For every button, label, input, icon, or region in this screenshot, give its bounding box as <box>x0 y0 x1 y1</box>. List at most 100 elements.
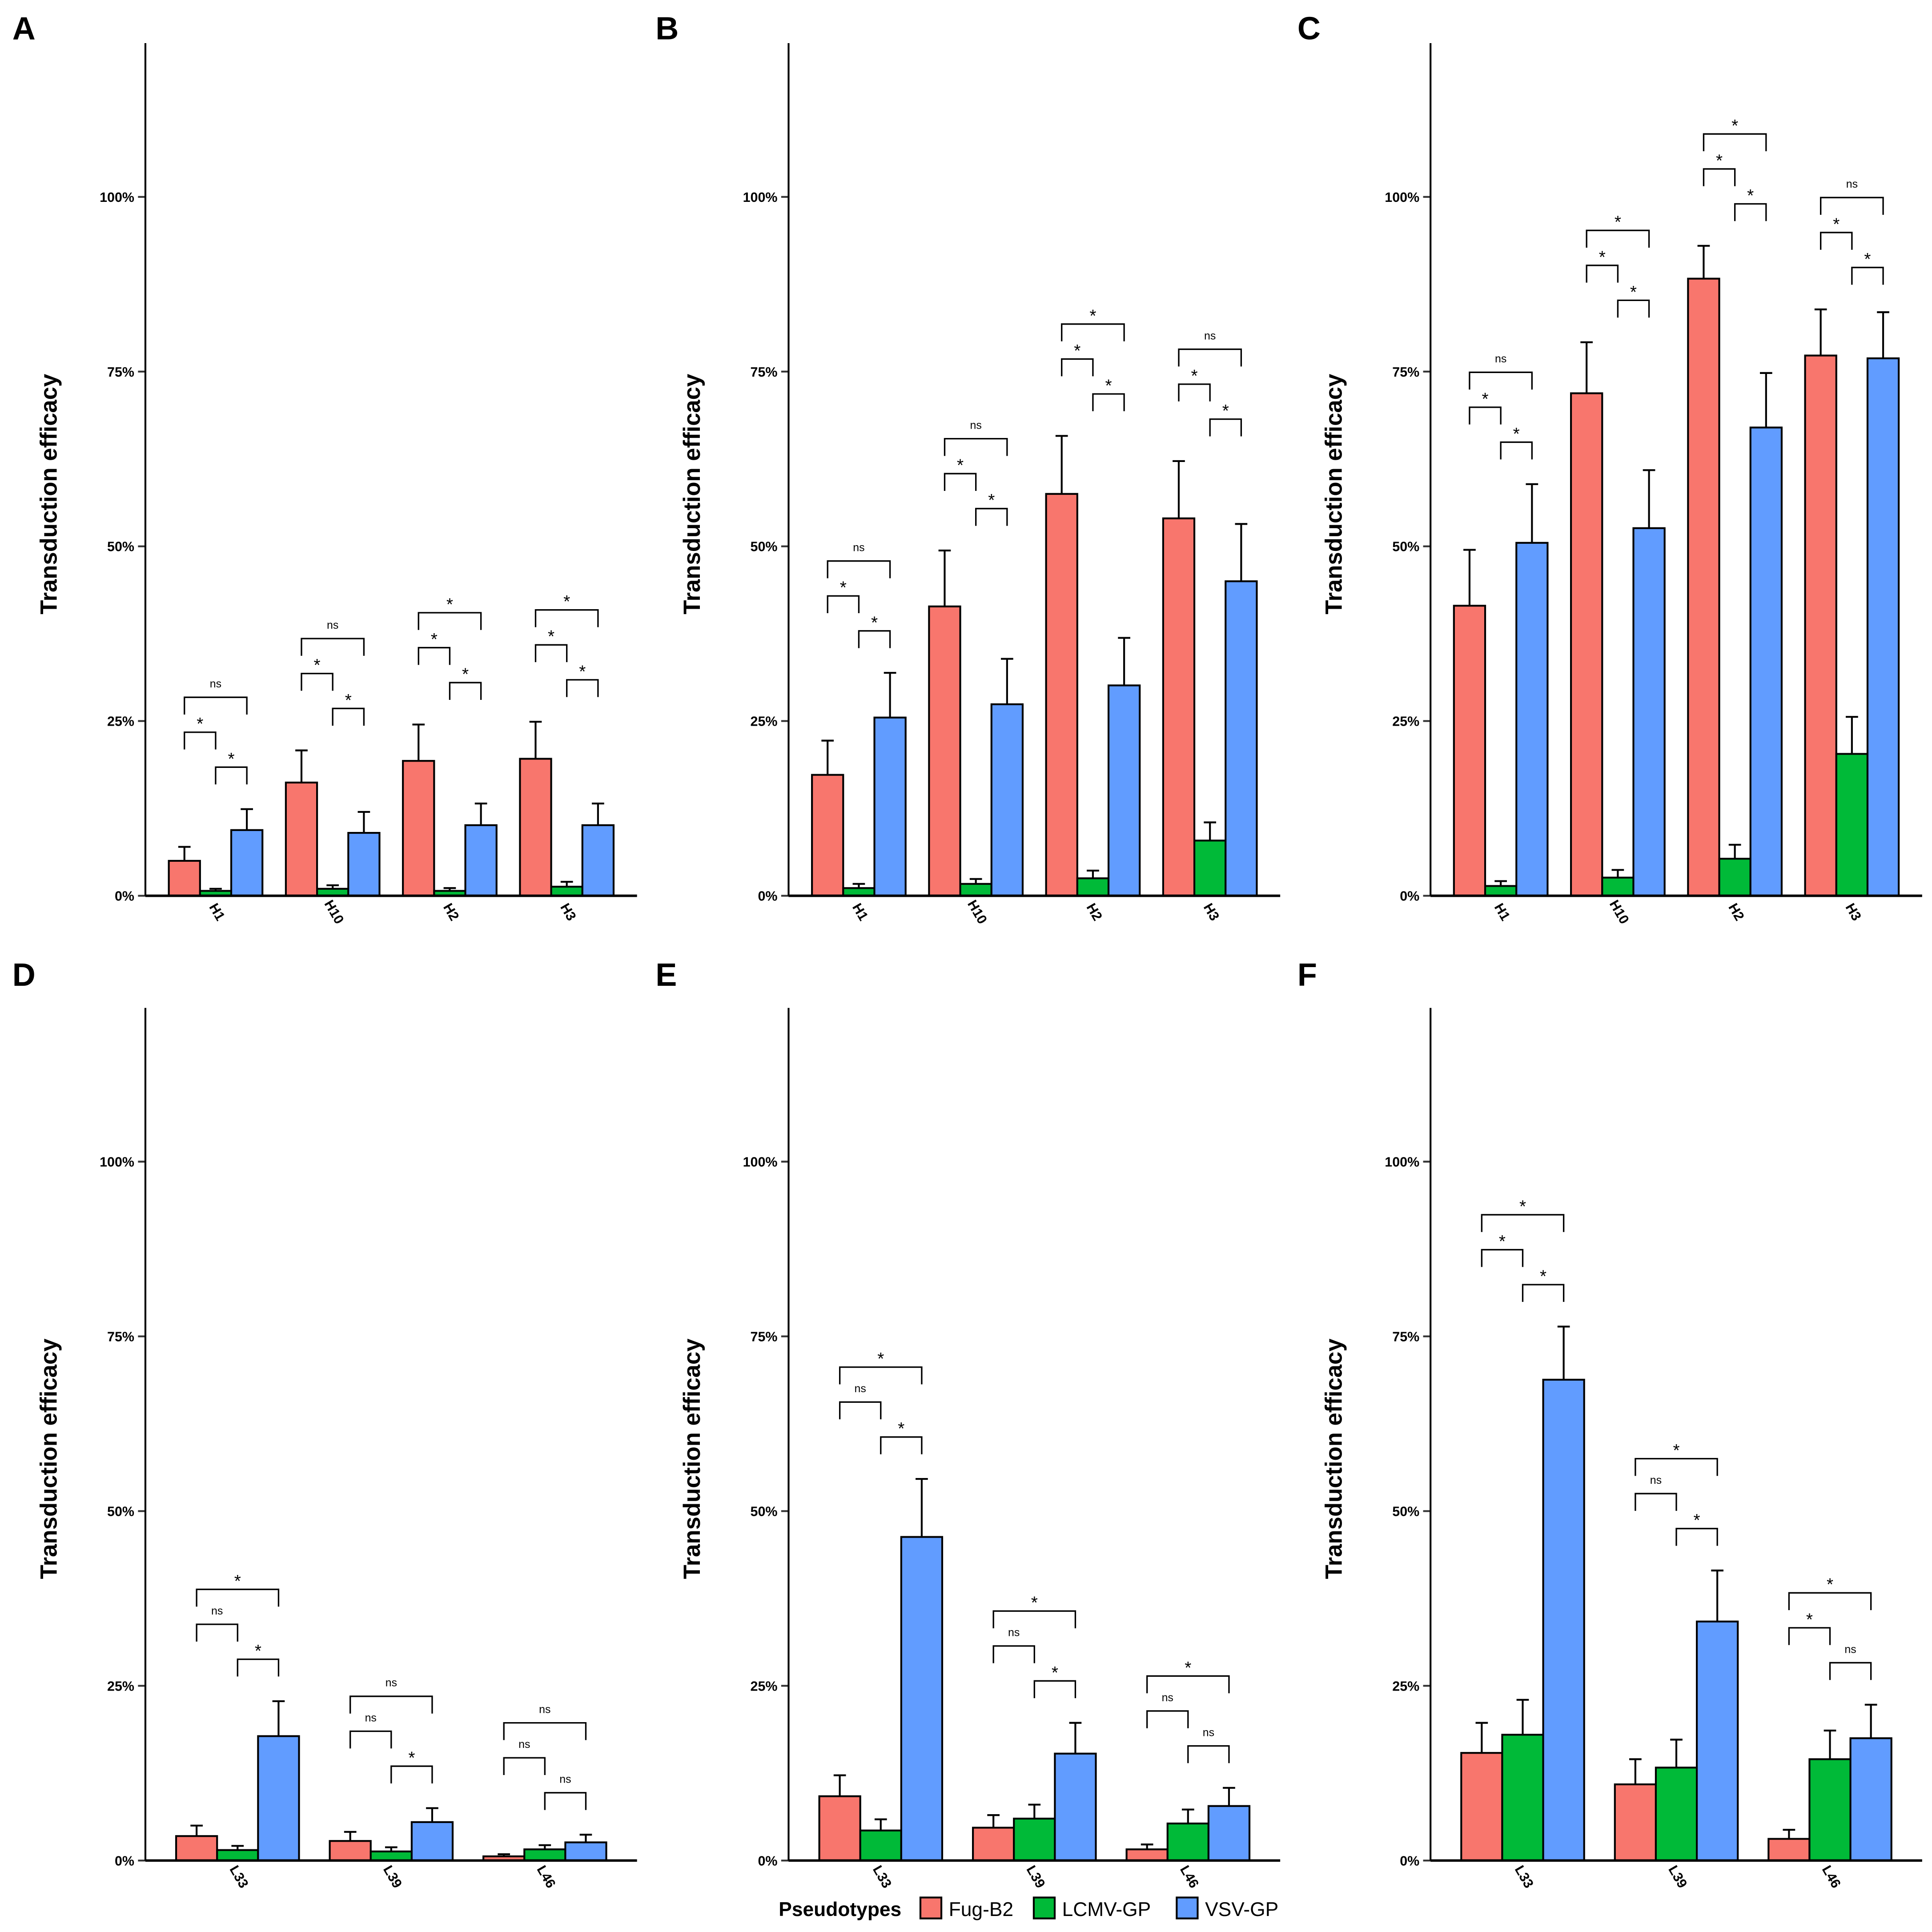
significance-label: * <box>1031 1594 1038 1613</box>
bar-fug-b2 <box>1614 1783 1657 1862</box>
significance-label: * <box>1074 341 1080 361</box>
y-tick-label: 75% <box>1392 1330 1419 1345</box>
bar-lcmv-gp <box>859 1829 902 1862</box>
significance-label: * <box>1540 1267 1546 1286</box>
y-axis-title: Transduction efficacy <box>679 374 705 615</box>
bar-lcmv-gp <box>1601 876 1635 897</box>
y-tick-label: 0% <box>1400 1853 1419 1868</box>
significance-label: ns <box>386 1677 397 1689</box>
significance-bracket <box>1178 383 1211 402</box>
bar-lcmv-gp <box>1166 1822 1209 1862</box>
bar-vsv-gp <box>1695 1620 1739 1862</box>
significance-label: * <box>1052 1663 1058 1683</box>
x-tick-label: H1 <box>206 901 228 924</box>
significance-bracket <box>196 1588 280 1607</box>
y-tick-label: 50% <box>751 1504 778 1519</box>
bar-fug-b2 <box>329 1840 372 1862</box>
significance-label: * <box>563 592 570 611</box>
x-tick-label: H3 <box>557 901 579 924</box>
significance-label: ns <box>1203 1726 1214 1739</box>
significance-bracket <box>1734 203 1767 221</box>
significance-label: ns <box>970 419 982 431</box>
significance-bracket <box>1829 1662 1872 1680</box>
x-tick-label: H10 <box>964 897 990 926</box>
x-tick-label: L39 <box>1665 1863 1690 1891</box>
significance-bracket <box>1703 133 1767 152</box>
significance-bracket <box>880 1436 923 1454</box>
bar-vsv-gp <box>410 1821 454 1862</box>
significance-label: * <box>877 1350 884 1369</box>
significance-label: ns <box>559 1773 571 1786</box>
bar-vsv-gp <box>900 1536 944 1862</box>
legend-label: VSV-GP <box>1205 1899 1278 1920</box>
y-axis-title: Transduction efficacy <box>1321 374 1347 615</box>
y-tick-label: 75% <box>107 1330 134 1345</box>
significance-label: ns <box>327 619 338 631</box>
significance-label: * <box>1630 283 1637 302</box>
significance-bracket <box>1500 441 1533 460</box>
bar-lcmv-gp <box>959 883 992 897</box>
bar-lcmv-gp <box>1718 858 1751 897</box>
significance-bracket <box>566 679 599 697</box>
significance-label: * <box>197 715 203 734</box>
significance-bracket <box>1820 197 1884 215</box>
x-tick-label: L46 <box>1819 1863 1844 1891</box>
significance-label: ns <box>1846 178 1858 190</box>
y-tick-label: 25% <box>107 714 134 729</box>
significance-label: * <box>1482 390 1488 409</box>
x-tick-label: L46 <box>534 1863 559 1891</box>
significance-label: ns <box>211 1605 223 1617</box>
y-tick-label: 25% <box>1392 1679 1419 1694</box>
significance-bracket <box>839 1366 923 1385</box>
y-tick-label: 100% <box>743 1155 778 1170</box>
y-tick-label: 25% <box>751 1679 778 1694</box>
significance-label: * <box>1731 116 1738 136</box>
significance-bracket <box>944 473 977 491</box>
significance-bracket <box>503 1722 587 1740</box>
bar-vsv-gp <box>1866 357 1900 897</box>
y-tick-label: 100% <box>743 190 778 205</box>
significance-label: * <box>314 656 321 675</box>
x-tick-label: H3 <box>1201 901 1222 924</box>
bar-vsv-gp <box>347 832 381 897</box>
significance-label: ns <box>539 1703 550 1715</box>
bar-vsv-gp <box>1542 1378 1585 1862</box>
significance-label: ns <box>1650 1474 1662 1486</box>
significance-bracket <box>827 595 860 614</box>
panel-label: D <box>12 957 36 993</box>
significance-label: * <box>234 1572 241 1591</box>
significance-bracket <box>1851 266 1884 285</box>
y-tick-label: 25% <box>1392 714 1419 729</box>
significance-label: ns <box>1495 353 1506 365</box>
bar-fug-b2 <box>811 774 844 897</box>
panel-label: B <box>655 11 679 47</box>
bar-vsv-gp <box>1515 542 1549 897</box>
significance-bracket <box>1788 1627 1831 1645</box>
significance-bracket <box>992 1610 1076 1628</box>
significance-bracket <box>1481 1214 1565 1232</box>
significance-label: * <box>988 491 995 510</box>
y-tick-label: 0% <box>115 1853 134 1868</box>
y-tick-label: 75% <box>751 1330 778 1345</box>
significance-bracket <box>301 673 333 691</box>
significance-label: * <box>898 1419 904 1438</box>
significance-label: * <box>1519 1197 1526 1216</box>
x-tick-label: H2 <box>1084 901 1105 924</box>
bar-vsv-gp <box>1749 426 1783 897</box>
bar-fug-b2 <box>1804 354 1837 897</box>
significance-bracket <box>944 438 1008 456</box>
significance-bracket <box>1469 406 1502 425</box>
significance-label: * <box>957 456 964 475</box>
y-tick-label: 50% <box>1392 539 1419 554</box>
x-tick-label: H3 <box>1843 901 1864 924</box>
significance-label: * <box>1513 425 1520 444</box>
bar-lcmv-gp <box>370 1850 413 1862</box>
significance-label: * <box>1694 1511 1700 1530</box>
significance-label: * <box>255 1642 261 1661</box>
x-tick-label: H10 <box>321 897 347 926</box>
significance-bracket <box>418 647 451 665</box>
y-tick-label: 75% <box>1392 365 1419 380</box>
bar-fug-b2 <box>175 1835 218 1862</box>
bar-fug-b2 <box>402 760 435 897</box>
